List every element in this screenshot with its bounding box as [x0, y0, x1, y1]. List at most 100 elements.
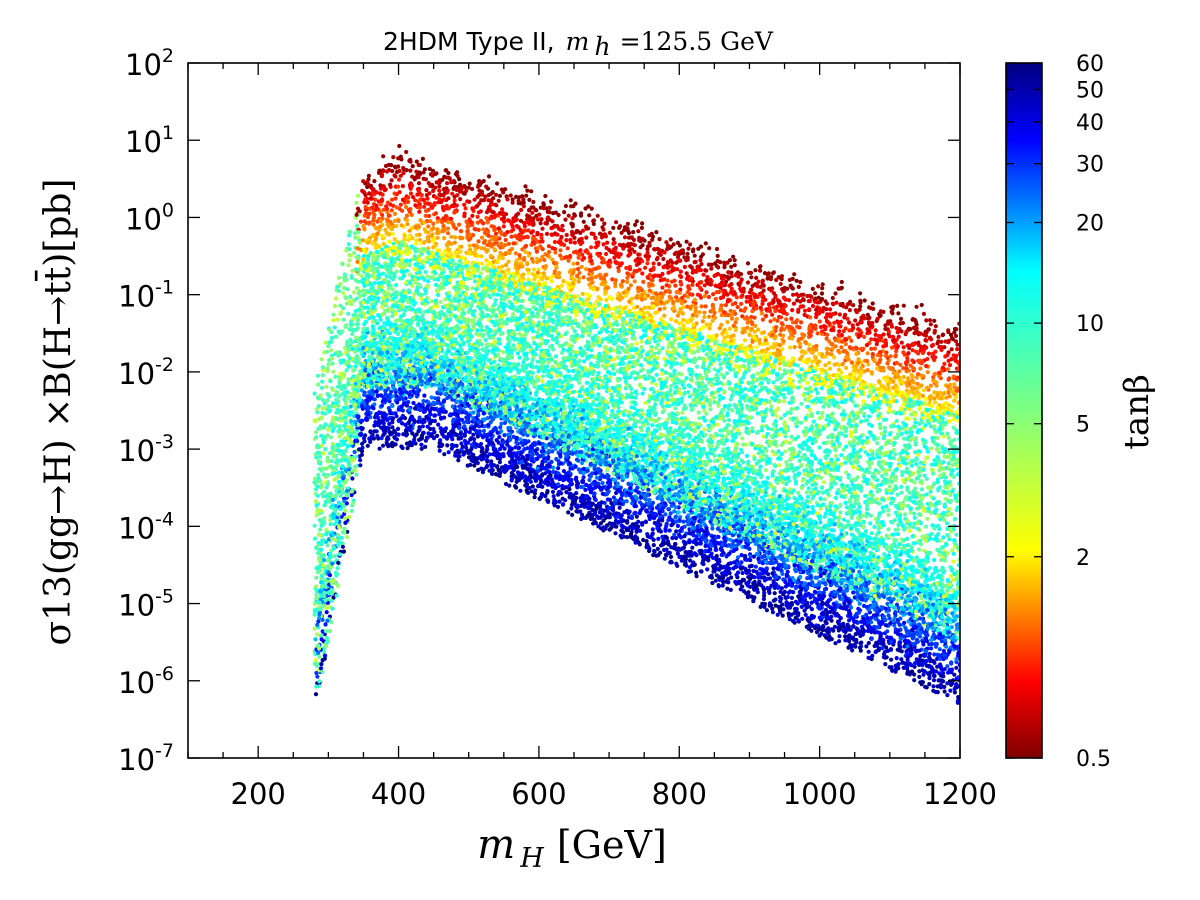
scatter-point — [636, 229, 641, 234]
scatter-point — [570, 216, 575, 221]
scatter-point — [581, 228, 586, 233]
scatter-point — [509, 234, 514, 239]
scatter-point — [503, 237, 508, 243]
scatter-point — [866, 649, 871, 654]
scatter-point — [955, 505, 960, 510]
scatter-point — [568, 198, 573, 203]
scatter-point — [500, 207, 505, 212]
scatter-point — [672, 381, 677, 386]
scatter-point — [946, 435, 951, 440]
scatter-point — [793, 481, 799, 486]
scatter-point — [417, 415, 422, 420]
scatter-point — [946, 461, 951, 466]
scatter-point — [545, 489, 550, 494]
scatter-point — [658, 291, 663, 296]
scatter-point — [950, 577, 956, 583]
scatter-point — [953, 333, 959, 338]
scatter-point — [678, 287, 683, 292]
scatter-point — [786, 298, 792, 303]
scatter-point — [917, 421, 922, 426]
scatter-point — [471, 432, 476, 437]
scatter-point — [772, 513, 777, 518]
scatter-point — [551, 465, 556, 470]
scatter-point — [602, 221, 607, 226]
scatter-point — [343, 508, 348, 513]
scatter-point — [407, 363, 412, 368]
scatter-point — [894, 325, 899, 331]
scatter-point — [820, 282, 825, 287]
scatter-point — [657, 261, 662, 267]
scatter-point — [837, 329, 842, 334]
scatter-point — [376, 281, 381, 286]
scatter-point — [396, 184, 401, 189]
scatter-point — [806, 299, 811, 304]
scatter-point — [817, 445, 822, 450]
scatter-point — [758, 464, 763, 469]
scatter-point — [784, 317, 789, 322]
scatter-point — [900, 320, 906, 326]
scatter-point — [904, 369, 909, 374]
scatter-point — [531, 305, 536, 310]
scatter-point — [350, 332, 355, 337]
scatter-point — [899, 329, 904, 334]
scatter-point — [797, 325, 802, 330]
scatter-point — [615, 322, 620, 327]
scatter-point — [549, 367, 554, 372]
scatter-point — [641, 279, 646, 284]
scatter-point — [611, 237, 616, 242]
scatter-point — [949, 511, 954, 517]
scatter-point — [669, 317, 674, 322]
scatter-point — [952, 437, 957, 442]
scatter-point — [758, 268, 763, 273]
scatter-point — [896, 311, 901, 316]
scatter-point — [312, 601, 317, 606]
scatter-point — [872, 524, 877, 530]
scatter-point — [719, 433, 725, 438]
scatter-point — [534, 249, 540, 254]
scatter-point — [810, 303, 816, 309]
scatter-point — [320, 379, 325, 384]
scatter-point — [806, 486, 811, 491]
scatter-point — [828, 307, 833, 312]
scatter-point — [702, 310, 707, 315]
scatter-point — [612, 371, 617, 377]
scatter-point — [483, 194, 488, 199]
scatter-point — [837, 639, 842, 644]
scatter-point — [900, 473, 905, 478]
scatter-point — [558, 248, 563, 253]
scatter-point — [769, 404, 774, 409]
scatter-point — [654, 372, 659, 377]
scatter-point — [571, 261, 576, 266]
scatter-point — [751, 568, 756, 574]
scatter-point — [777, 463, 782, 468]
scatter-point — [396, 177, 402, 182]
scatter-point — [320, 373, 325, 378]
scatter-point — [583, 487, 588, 492]
scatter-point — [712, 400, 717, 405]
scatter-point — [707, 246, 712, 251]
scatter-point — [554, 373, 559, 378]
scatter-point — [442, 236, 447, 241]
scatter-point — [634, 219, 639, 224]
scatter-point — [640, 221, 645, 226]
scatter-point — [765, 431, 770, 436]
scatter-point — [947, 376, 952, 381]
scatter-point — [550, 274, 555, 279]
scatter-point — [722, 418, 727, 423]
scatter-point — [490, 319, 495, 324]
scatter-point — [330, 361, 335, 366]
scatter-point — [681, 305, 686, 310]
scatter-point — [470, 286, 475, 291]
scatter-point — [662, 306, 667, 311]
scatter-point — [565, 246, 570, 251]
scatter-point — [499, 421, 504, 426]
scatter-point — [640, 271, 645, 276]
scatter-point — [710, 580, 715, 586]
scatter-point — [403, 204, 409, 210]
scatter-point — [331, 318, 336, 323]
scatter-point — [912, 678, 917, 683]
scatter-point — [634, 514, 639, 519]
scatter-point — [937, 647, 942, 652]
scatter-point — [324, 606, 329, 611]
chart-title: 2HDM Type II, m h =125.5 GeV — [383, 27, 774, 61]
